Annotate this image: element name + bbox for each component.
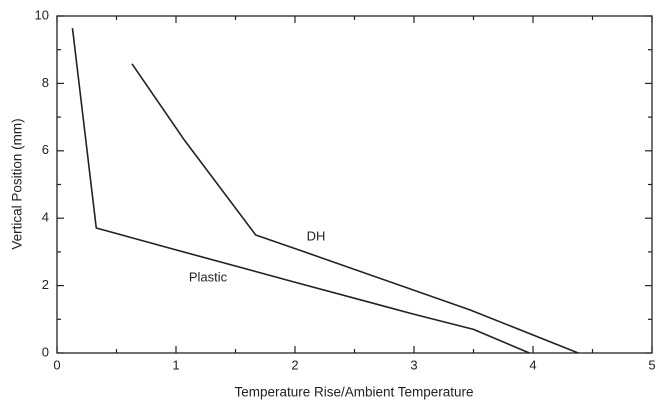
y-tick-label: 10 xyxy=(35,7,49,22)
line-series xyxy=(71,28,530,354)
series-label: Plastic xyxy=(189,269,228,284)
line-series xyxy=(131,63,579,354)
x-tick-label: 0 xyxy=(53,357,60,372)
y-tick-label: 0 xyxy=(42,344,49,359)
y-tick-label: 8 xyxy=(42,75,49,90)
y-axis-title: Vertical Position (mm) xyxy=(10,118,25,249)
x-tick-label: 4 xyxy=(529,357,536,372)
x-tick-label: 3 xyxy=(410,357,417,372)
x-tick-label: 5 xyxy=(648,357,655,372)
x-tick-label: 2 xyxy=(291,357,298,372)
y-tick-label: 2 xyxy=(42,277,49,292)
y-tick-label: 6 xyxy=(42,142,49,157)
series-label: DH xyxy=(307,228,326,243)
plot-frame xyxy=(56,15,653,354)
x-tick-label: 1 xyxy=(172,357,179,372)
y-tick-label: 4 xyxy=(42,210,49,225)
x-axis-title: Temperature Rise/Ambient Temperature xyxy=(234,385,473,400)
